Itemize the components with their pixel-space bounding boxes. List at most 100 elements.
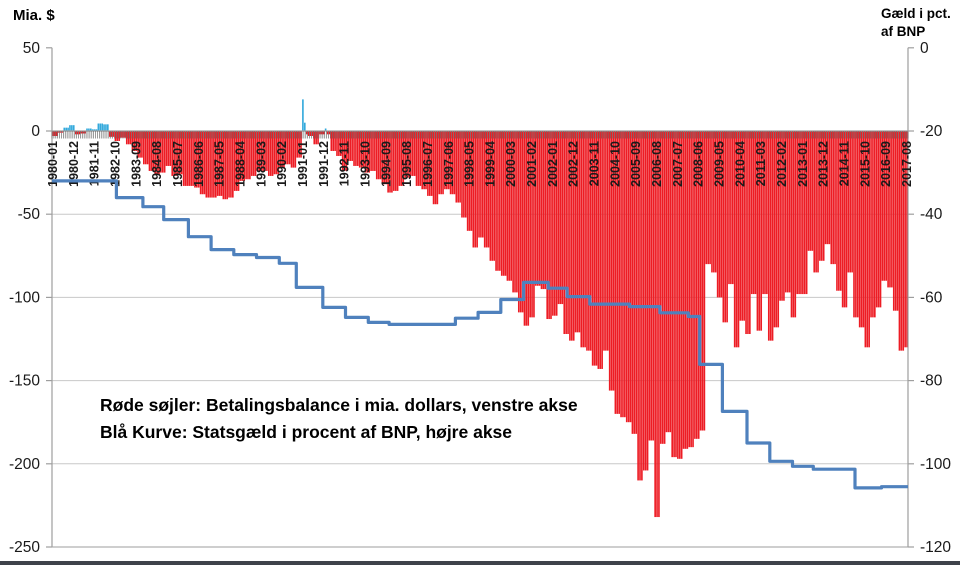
balance-bar bbox=[830, 131, 833, 265]
balance-bar bbox=[603, 131, 605, 351]
balance-bar bbox=[845, 131, 848, 308]
balance-bar bbox=[74, 131, 77, 135]
balance-bar bbox=[516, 131, 518, 293]
left-axis-labels: 50 0 -50 -100 -150 -200 -250 bbox=[9, 40, 40, 556]
balance-bar bbox=[709, 131, 711, 265]
balance-bar bbox=[139, 131, 141, 158]
balance-bar bbox=[701, 131, 704, 431]
balance-bar bbox=[65, 127, 67, 131]
balance-bar bbox=[650, 131, 653, 441]
x-tick-label: 2016-09 bbox=[879, 141, 893, 187]
balance-bar bbox=[402, 131, 405, 186]
balance-bar bbox=[112, 131, 115, 137]
balance-bar bbox=[364, 131, 367, 173]
balance-bar bbox=[129, 131, 132, 145]
balance-bar bbox=[766, 131, 768, 295]
balance-bar bbox=[220, 131, 223, 196]
balance-bar bbox=[601, 131, 603, 369]
balance-bar bbox=[343, 131, 346, 171]
balance-bar bbox=[411, 131, 414, 176]
balance-bar bbox=[266, 131, 268, 171]
balance-bar bbox=[642, 131, 645, 471]
balance-bar bbox=[504, 131, 507, 276]
balance-bar bbox=[868, 131, 870, 348]
balance-bar bbox=[175, 131, 177, 176]
balance-bar bbox=[686, 131, 689, 449]
balance-bar bbox=[805, 131, 808, 295]
balance-bar bbox=[222, 131, 225, 200]
balance-bar bbox=[883, 131, 886, 281]
balance-bar bbox=[694, 131, 696, 439]
left-axis-tick-label: -200 bbox=[9, 456, 40, 473]
balance-bar bbox=[508, 131, 511, 281]
balance-bar bbox=[584, 131, 586, 348]
right-axis-tick-label: -100 bbox=[920, 456, 951, 473]
balance-bar bbox=[847, 131, 850, 273]
balance-bar bbox=[750, 131, 753, 295]
balance-bar bbox=[300, 131, 302, 158]
balance-bar bbox=[197, 131, 200, 188]
balance-bar bbox=[571, 131, 573, 341]
balance-bar bbox=[561, 131, 564, 305]
balance-bar bbox=[254, 131, 257, 176]
balance-bar bbox=[862, 131, 865, 328]
balance-bar bbox=[52, 131, 54, 136]
balance-bar bbox=[413, 131, 416, 176]
balance-bar bbox=[463, 131, 465, 218]
balance-bar bbox=[811, 131, 814, 251]
axes-and-ticks bbox=[46, 47, 914, 548]
balance-bar bbox=[114, 131, 117, 141]
balance-bar bbox=[480, 131, 482, 238]
balance-bar bbox=[116, 131, 119, 141]
x-tick-label: 1983-09 bbox=[129, 141, 143, 187]
balance-bar bbox=[339, 131, 342, 156]
balance-bar bbox=[317, 131, 319, 145]
x-tick-label: 1991-01 bbox=[296, 141, 310, 187]
balance-bar bbox=[351, 131, 353, 161]
balance-bar bbox=[906, 131, 908, 348]
balance-bar bbox=[235, 131, 238, 191]
balance-bar bbox=[421, 131, 424, 190]
balance-bar bbox=[593, 131, 596, 366]
x-tick-label: 1988-04 bbox=[233, 141, 247, 187]
balance-bar bbox=[313, 131, 316, 145]
x-tick-label: 2011-03 bbox=[754, 141, 768, 186]
balance-bar bbox=[610, 131, 613, 391]
balance-bar bbox=[855, 131, 857, 318]
balance-bar bbox=[209, 131, 211, 198]
balance-bar bbox=[569, 131, 571, 341]
balance-bar bbox=[820, 131, 823, 261]
balance-bar bbox=[288, 131, 291, 165]
left-axis-tick-label: 0 bbox=[31, 123, 40, 140]
balance-bar bbox=[885, 131, 888, 281]
balance-bar bbox=[631, 131, 634, 434]
x-tick-label: 1984-08 bbox=[150, 141, 164, 187]
balance-bar bbox=[540, 131, 543, 290]
balance-bar bbox=[588, 131, 590, 351]
balance-bar bbox=[423, 131, 425, 190]
balance-bar bbox=[834, 131, 836, 265]
balance-bar bbox=[843, 131, 846, 308]
balance-bar bbox=[324, 128, 327, 131]
balance-bar bbox=[404, 131, 406, 178]
balance-bar bbox=[438, 131, 441, 195]
balance-bar bbox=[860, 131, 863, 328]
balance-bar bbox=[832, 131, 834, 265]
balance-bar bbox=[61, 131, 64, 133]
balance-bar bbox=[817, 131, 819, 273]
x-tick-label: 2001-02 bbox=[525, 141, 539, 187]
balance-bar bbox=[851, 131, 853, 273]
balance-bar bbox=[544, 131, 547, 290]
balance-bar bbox=[499, 131, 501, 271]
balance-bar bbox=[476, 131, 478, 248]
balance-bar bbox=[582, 131, 585, 348]
balance-bar bbox=[125, 131, 128, 145]
balance-bar bbox=[160, 131, 162, 173]
balance-bar bbox=[500, 131, 503, 276]
balance-bar bbox=[59, 131, 62, 133]
balance-bar bbox=[599, 131, 602, 369]
balance-bar bbox=[279, 131, 281, 168]
balance-bar bbox=[80, 131, 83, 134]
x-tick-label: 1980-01 bbox=[46, 141, 60, 187]
balance-bar bbox=[762, 131, 764, 295]
